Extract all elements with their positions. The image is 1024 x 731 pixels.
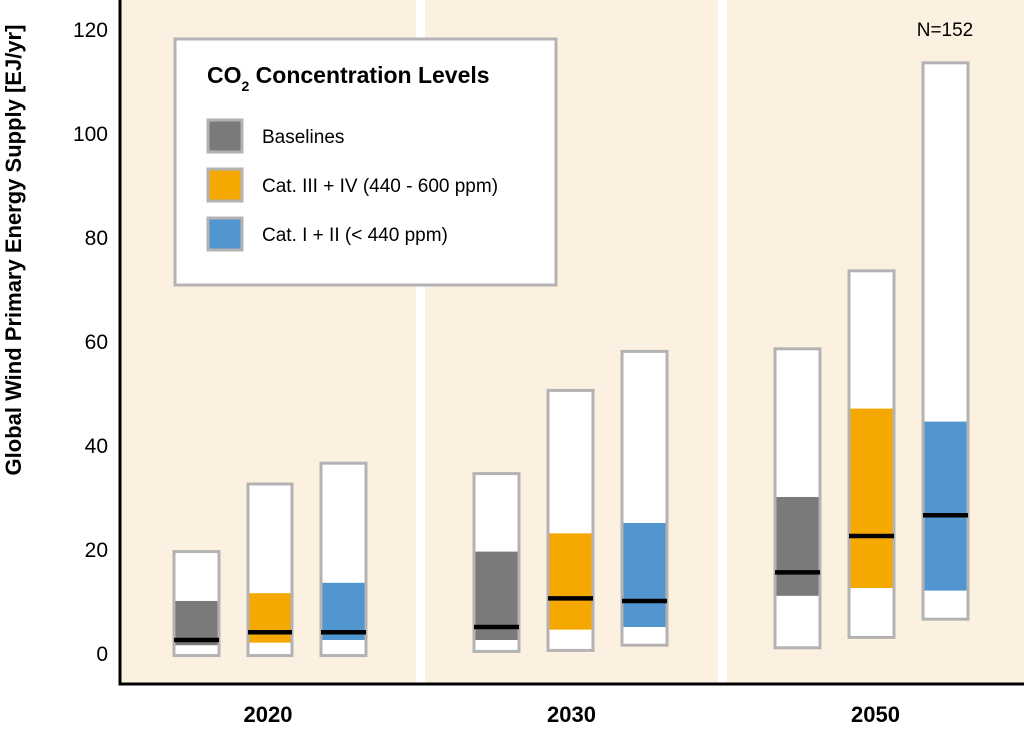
box-2020-series-1 — [246, 482, 294, 658]
legend: CO2 Concentration Levels Baselines Cat. II… — [173, 37, 558, 287]
y-tick-label: 60 — [85, 331, 108, 354]
legend-title: CO2 Concentration Levels — [207, 62, 490, 94]
y-tick-label: 40 — [85, 435, 108, 458]
box-2050-series-0 — [773, 347, 822, 650]
y-tick-label: 120 — [73, 19, 108, 42]
box-2020-series-0 — [172, 550, 221, 658]
boxplot-marks — [172, 61, 970, 658]
box-2050-series-1 — [847, 269, 896, 639]
panel-divider — [718, 0, 727, 686]
legend-entry-label: Baselines — [262, 127, 344, 148]
interquartile-box — [249, 593, 291, 643]
x-tick-label: 2030 — [547, 702, 596, 727]
interquartile-box — [623, 523, 666, 627]
interquartile-box — [850, 408, 893, 588]
box-2020-series-2 — [319, 461, 368, 658]
y-tick-label: 80 — [85, 227, 108, 250]
box-2030-series-0 — [472, 472, 521, 653]
interquartile-box — [776, 497, 819, 596]
y-axis-label: Global Wind Primary Energy Supply [EJ/yr… — [1, 25, 26, 476]
legend-swatch — [206, 118, 244, 154]
legend-swatch — [206, 216, 244, 252]
axes: 2020 2030 2050 0 20 40 60 80 100 120 — [73, 0, 1024, 727]
box-2050-series-2 — [921, 61, 970, 621]
x-tick-label: 2050 — [851, 702, 900, 727]
box-2030-series-1 — [546, 388, 595, 652]
panel-divider — [416, 0, 425, 686]
y-tick-label: 100 — [73, 123, 108, 146]
x-tick-label: 2020 — [244, 702, 293, 727]
legend-entry-label: Cat. I + II (< 440 ppm) — [262, 225, 448, 246]
sample-size-annotation: N=152 — [917, 20, 974, 41]
y-tick-label: 0 — [96, 643, 108, 666]
interquartile-box — [549, 533, 592, 630]
box-2030-series-2 — [620, 349, 669, 647]
y-tick-label: 20 — [85, 539, 108, 562]
legend-entry-label: Cat. III + IV (440 - 600 ppm) — [262, 176, 498, 197]
interquartile-box — [924, 421, 967, 591]
legend-swatch — [206, 167, 244, 203]
